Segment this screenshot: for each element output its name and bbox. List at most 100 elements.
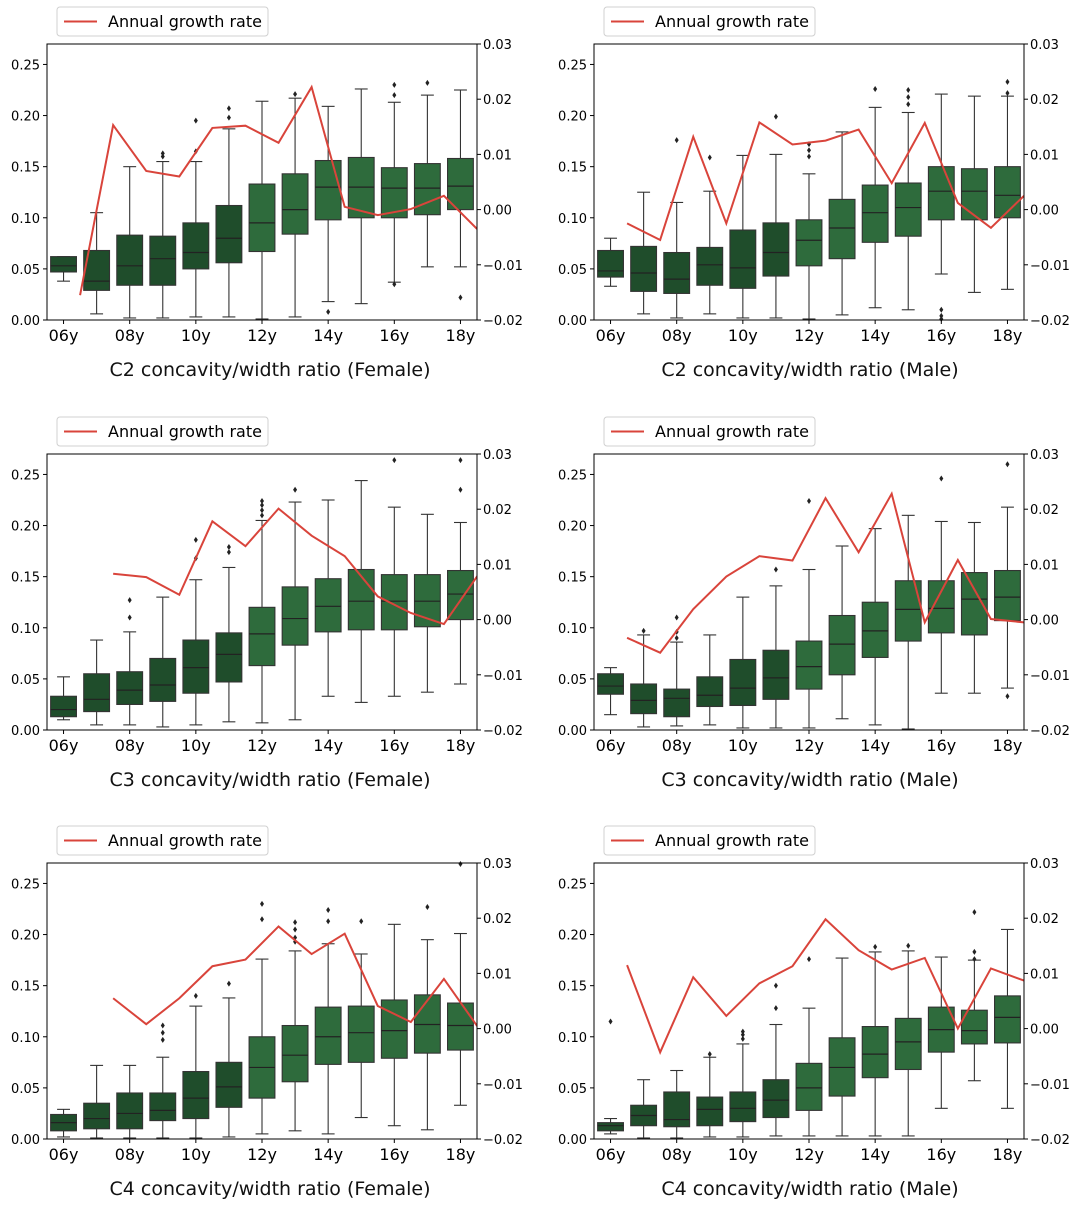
box-iqr <box>83 249 111 291</box>
box-12 <box>413 903 441 1131</box>
box-iqr <box>314 578 342 633</box>
legend: Annual growth rate <box>56 6 269 37</box>
x-tick-label: 08y <box>662 326 692 345</box>
y-tick-label: 0.15 <box>11 161 40 176</box>
legend-frame <box>56 6 269 37</box>
growth-rate-line <box>112 925 477 1027</box>
x-tick-label: 18y <box>446 736 476 755</box>
box-7 <box>795 141 823 320</box>
box-iqr <box>149 657 177 702</box>
box-iqr <box>182 1070 210 1120</box>
y-tick-label: 0.15 <box>558 161 587 176</box>
y2-tick-label: 0.01 <box>1030 148 1059 163</box>
y-tick-label: 0.25 <box>11 468 40 483</box>
y2-tick-label: 0.03 <box>1030 448 1059 463</box>
y-tick-label: 0.25 <box>558 58 587 73</box>
y2-tick-label: 0.00 <box>483 204 512 219</box>
legend-label: Annual growth rate <box>655 422 809 441</box>
y-tick-label: 0.10 <box>558 1031 587 1046</box>
flier-point <box>359 918 364 925</box>
x-tick-label: 10y <box>181 1145 211 1164</box>
x-tick-label: 12y <box>247 1145 277 1164</box>
x-tick-label: 16y <box>926 1145 956 1164</box>
box-iqr <box>281 586 309 646</box>
flier-point <box>392 92 397 99</box>
y2-tick-label: 0.03 <box>483 38 512 53</box>
flier-point <box>1005 461 1010 468</box>
box-iqr <box>663 251 691 294</box>
x-tick-label: 10y <box>728 326 758 345</box>
flier-point <box>1005 78 1010 85</box>
box-10 <box>894 514 922 730</box>
flier-point <box>674 614 679 621</box>
y2-tick-label: 0.00 <box>1030 614 1059 629</box>
box-13 <box>447 457 474 685</box>
box-6 <box>762 113 790 319</box>
y-tick-label: 0.20 <box>558 929 587 944</box>
flier-point <box>260 900 264 907</box>
flier-point <box>226 549 231 556</box>
chart-panel-c2-female: 0.00 0.05 0.10 0.15 0.20 0.25 −0.02 −0.01 0.00 0.… <box>11 6 523 345</box>
y-tick-label: 0.25 <box>11 58 40 73</box>
box-iqr <box>960 168 988 221</box>
box-6 <box>215 105 243 318</box>
box-11 <box>927 475 955 694</box>
box-11 <box>927 956 955 1109</box>
x-tick-label: 12y <box>247 326 277 345</box>
flier-point <box>260 507 264 514</box>
box-iqr <box>83 673 111 713</box>
box-13 <box>447 89 474 301</box>
box-1 <box>597 1018 624 1135</box>
x-tick-label: 12y <box>794 326 824 345</box>
box-iqr <box>861 1026 889 1079</box>
y2-tick-label: 0.00 <box>483 1023 512 1038</box>
chart-title: C3 concavity/width ratio (Female) <box>109 769 431 791</box>
flier-point <box>939 312 944 319</box>
y-tick-label: 0.00 <box>558 1133 587 1148</box>
legend: Annual growth rate <box>603 6 816 37</box>
x-tick-label: 16y <box>379 736 409 755</box>
box-2 <box>630 627 658 728</box>
legend-label: Annual growth rate <box>108 12 262 31</box>
box-12 <box>413 513 441 693</box>
flier-point <box>740 1031 745 1038</box>
box-10 <box>894 942 922 1137</box>
box-3 <box>663 614 691 727</box>
box-3 <box>116 1064 144 1139</box>
y2-tick-label: −0.01 <box>1030 1078 1070 1093</box>
box-10 <box>347 480 375 703</box>
box-10 <box>894 87 922 311</box>
legend-label: Annual growth rate <box>108 422 262 441</box>
flier-point <box>193 536 198 543</box>
chart-title: C4 concavity/width ratio (Female) <box>109 1178 431 1200</box>
growth-rate-line <box>626 491 1024 654</box>
y-tick-label: 0.05 <box>11 673 40 688</box>
box-iqr <box>861 601 889 658</box>
box-7 <box>248 100 276 320</box>
flier-point <box>425 903 430 910</box>
box-3 <box>116 597 144 726</box>
box-iqr <box>380 167 408 219</box>
box-iqr <box>50 256 77 273</box>
x-tick-label: 16y <box>379 1145 409 1164</box>
box-iqr <box>696 676 724 708</box>
x-tick-label: 16y <box>379 326 409 345</box>
x-tick-label: 06y <box>49 1145 79 1164</box>
flier-point <box>972 948 977 955</box>
box-iqr <box>994 569 1021 622</box>
flier-point <box>160 1029 165 1036</box>
box-1 <box>50 1108 77 1138</box>
flier-point <box>906 942 911 949</box>
box-iqr <box>281 173 309 235</box>
y2-tick-label: 0.02 <box>1030 912 1059 927</box>
y2-tick-label: 0.01 <box>483 967 512 982</box>
box-10 <box>347 918 375 1119</box>
chart-panel-c2-male: 0.00 0.05 0.10 0.15 0.20 0.25 −0.02 −0.01 0.00 0.… <box>558 6 1070 345</box>
flier-point <box>939 475 944 482</box>
y-tick-label: 0.10 <box>11 622 40 637</box>
box-iqr <box>762 1079 790 1119</box>
y2-tick-label: −0.01 <box>483 669 523 684</box>
flier-point <box>226 105 231 112</box>
box-8 <box>281 919 309 1132</box>
flier-point <box>674 137 679 144</box>
